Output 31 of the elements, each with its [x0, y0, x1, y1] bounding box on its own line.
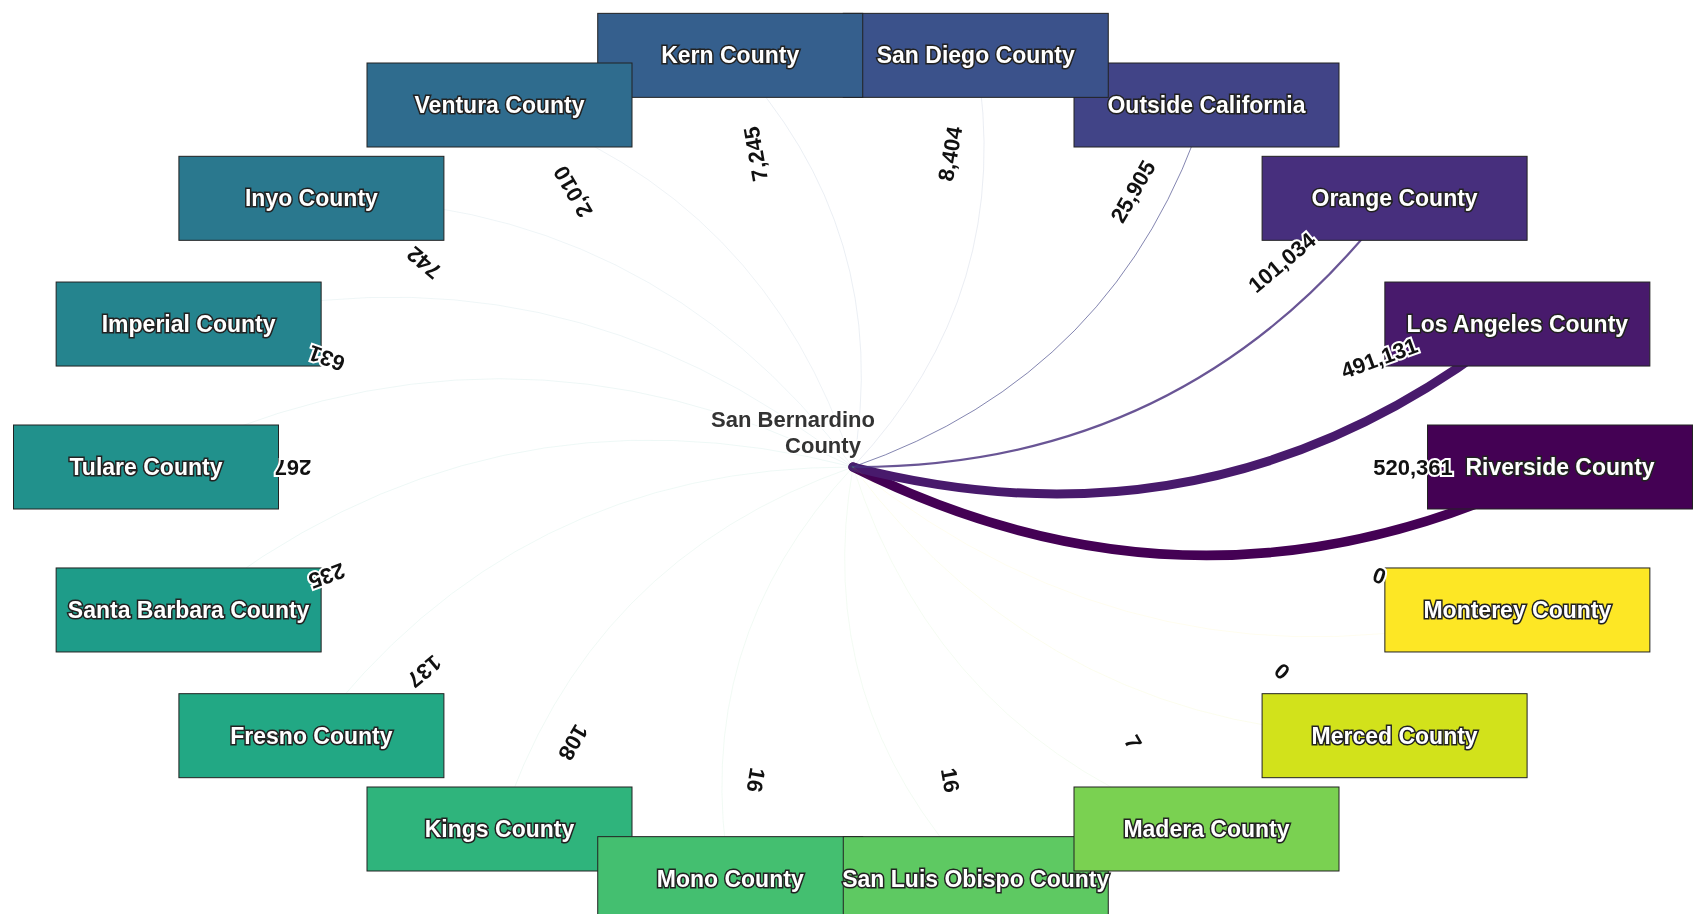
data-label: 631	[305, 340, 349, 377]
category-label: Kern County	[661, 42, 800, 69]
data-label: 8,404	[933, 123, 968, 184]
data-label: 742	[401, 241, 447, 284]
category-label: Ventura County	[414, 92, 585, 118]
data-label: 7,245	[738, 124, 773, 184]
data-label: 0	[1369, 561, 1390, 590]
category-label: Fresno County	[230, 722, 393, 749]
data-label: 7	[1119, 730, 1147, 754]
category-label: San Diego County	[876, 42, 1076, 69]
category-label: Tulare County	[69, 454, 223, 480]
category-label: Kings County	[424, 816, 575, 842]
category-label: Orange County	[1311, 185, 1478, 212]
data-label: 137	[401, 650, 447, 693]
category-label: Imperial County	[101, 311, 276, 338]
data-label: 0	[1269, 657, 1295, 685]
category-label: Santa Barbara County	[67, 596, 310, 623]
data-label: 16	[741, 765, 771, 795]
category-label: Monterey County	[1423, 596, 1612, 623]
data-label: 235	[305, 557, 349, 594]
category-label: Inyo County	[244, 185, 379, 212]
category-label: Riverside County	[1465, 454, 1655, 480]
category-label: Mono County	[656, 865, 804, 892]
category-label: Madera County	[1123, 816, 1290, 842]
category-label: Los Angeles County	[1406, 311, 1629, 338]
category-label: Merced County	[1311, 722, 1478, 749]
text: San Bernardino County	[711, 407, 875, 458]
category-label: Outside California	[1107, 92, 1306, 118]
data-label: 108	[552, 720, 594, 765]
data-label: 267	[274, 454, 312, 480]
data-label: 16	[935, 765, 965, 795]
